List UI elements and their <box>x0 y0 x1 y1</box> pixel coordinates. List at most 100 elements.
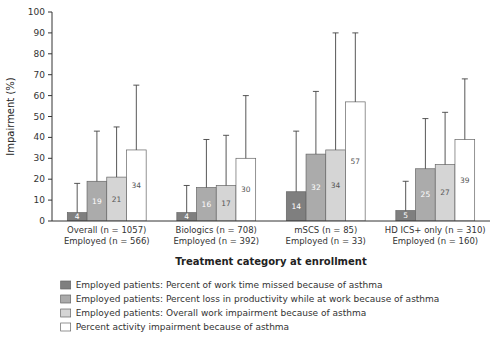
data-label: 5 <box>403 211 408 220</box>
y-tick-label: 20 <box>34 174 46 184</box>
x-tick-label: Overall (n = 1057)Employed (n = 566) <box>64 225 150 246</box>
error-bar-cap <box>293 131 299 132</box>
error-bar-cap <box>333 32 339 33</box>
y-tick <box>48 179 52 180</box>
error-bar <box>184 185 190 212</box>
x-axis-line <box>52 221 490 222</box>
error-bar <box>422 119 428 169</box>
data-label: 21 <box>112 195 122 204</box>
y-tick-label: 60 <box>34 91 46 101</box>
y-tick <box>48 95 52 96</box>
error-bar <box>114 127 120 177</box>
error-bar <box>243 96 249 159</box>
y-tick <box>48 53 52 54</box>
bars <box>67 33 474 221</box>
error-bar-line <box>296 131 297 192</box>
x-tick-label: Biologics (n = 708)Employed (n = 392) <box>173 225 259 246</box>
data-label: 19 <box>92 197 102 206</box>
y-tick <box>48 137 52 138</box>
bar <box>326 150 346 221</box>
error-bar <box>293 131 299 192</box>
error-bar-cap <box>422 118 428 119</box>
legend-label: Employed patients: Overall work impairme… <box>76 308 367 318</box>
y-tick-label: 50 <box>34 112 46 122</box>
data-label: 34 <box>331 181 341 190</box>
y-tick <box>48 200 52 201</box>
error-bar-cap <box>94 131 100 132</box>
error-bar-line <box>445 112 446 164</box>
error-bar-line <box>425 119 426 169</box>
error-bar <box>94 131 100 181</box>
data-label: 30 <box>241 185 251 194</box>
chart: 4414519163225211734273430573901020304050… <box>0 0 500 341</box>
data-label: 14 <box>291 202 301 211</box>
bar <box>197 188 217 221</box>
error-bar-cap <box>442 112 448 113</box>
bar <box>87 181 107 221</box>
y-tick-label: 10 <box>34 195 46 205</box>
y-tick <box>48 12 52 13</box>
error-bar-cap <box>313 91 319 92</box>
bar <box>396 211 416 221</box>
y-tick-label: 30 <box>34 153 46 163</box>
data-label: 57 <box>351 157 361 166</box>
bar <box>177 213 197 221</box>
error-bar <box>313 91 319 154</box>
legend-swatch <box>61 323 71 331</box>
error-bar <box>403 181 409 210</box>
y-tick <box>48 221 52 222</box>
error-bar <box>442 112 448 164</box>
error-bar <box>333 33 339 150</box>
data-label: 27 <box>440 188 450 197</box>
legend-swatch <box>61 295 71 303</box>
error-bar-cap <box>462 78 468 79</box>
data-label: 17 <box>221 199 231 208</box>
error-bar-line <box>186 185 187 212</box>
bar <box>286 192 306 221</box>
error-bar-line <box>315 91 316 154</box>
x-tick-label: mSCS (n = 85)Employed (n = 33) <box>286 225 366 246</box>
error-bar-cap <box>223 135 229 136</box>
error-bar-cap <box>203 139 209 140</box>
bar <box>345 102 365 221</box>
error-bar-cap <box>352 32 358 33</box>
error-bar-line <box>226 135 227 185</box>
data-label: 25 <box>421 190 431 199</box>
error-bar <box>462 79 468 140</box>
legend-label: Employed patients: Percent of work time … <box>76 280 383 290</box>
bar <box>455 139 475 221</box>
y-tick-label: 0 <box>39 216 45 226</box>
bar <box>107 177 127 221</box>
error-bar-line <box>206 139 207 187</box>
bar <box>126 150 146 221</box>
x-axis-title: Treatment category at enrollment <box>175 256 367 267</box>
error-bar-cap <box>184 185 190 186</box>
error-bar <box>203 139 209 187</box>
y-tick-label: 80 <box>34 49 46 59</box>
bar <box>236 158 256 221</box>
y-tick <box>48 74 52 75</box>
error-bar-line <box>405 181 406 210</box>
error-bar-line <box>355 33 356 102</box>
error-bar-line <box>335 33 336 150</box>
error-bar-line <box>136 85 137 150</box>
error-bar <box>133 85 139 150</box>
y-tick <box>48 32 52 33</box>
error-bar <box>74 183 80 212</box>
data-label: 4 <box>184 212 189 221</box>
y-axis-title: Impairment (%) <box>5 77 16 156</box>
y-tick-label: 90 <box>34 28 46 38</box>
data-label: 4 <box>75 212 80 221</box>
x-tick-label: HD ICS+ only (n = 310)Employed (n = 160) <box>385 225 486 246</box>
data-label: 34 <box>132 181 142 190</box>
legend-label: Employed patients: Percent loss in produ… <box>76 294 440 304</box>
data-label: 16 <box>202 200 212 209</box>
error-bar <box>223 135 229 185</box>
bar <box>306 154 326 221</box>
error-bar-cap <box>74 183 80 184</box>
error-bar-cap <box>243 95 249 96</box>
error-bar-line <box>116 127 117 177</box>
bar <box>216 185 236 221</box>
data-label: 39 <box>460 176 470 185</box>
error-bar-line <box>245 96 246 159</box>
